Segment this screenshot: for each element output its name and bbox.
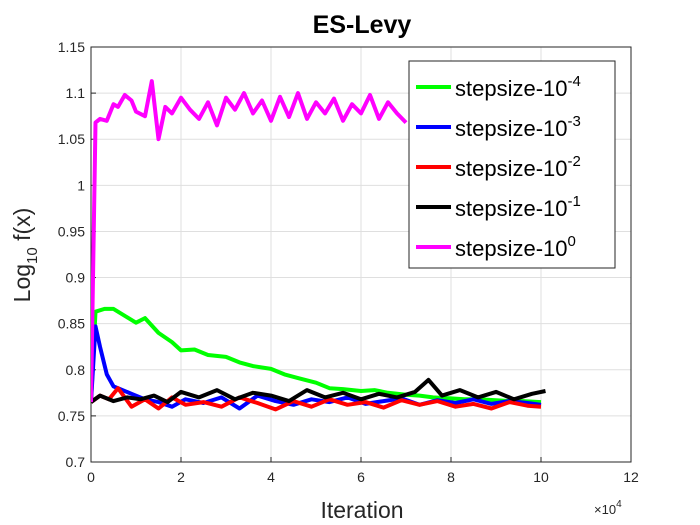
y-tick-label: 1 — [77, 177, 85, 193]
x-axis-label: Iteration — [320, 497, 403, 523]
series-line-2 — [91, 386, 542, 412]
legend: stepsize-10-4stepsize-10-3stepsize-10-2s… — [408, 60, 616, 269]
y-tick-label: 0.85 — [58, 316, 85, 332]
legend-entry-name: stepsize-10 — [455, 236, 568, 261]
y-tick-label: 0.7 — [66, 454, 86, 470]
y-tick-label: 0.75 — [58, 408, 85, 424]
series-line-0 — [91, 306, 542, 405]
x-tick-label: 8 — [447, 469, 455, 485]
y-tick-label: 1.1 — [66, 85, 86, 101]
x-tick-label: 4 — [267, 469, 275, 485]
y-axis-label: Log10 f(x) — [9, 208, 41, 303]
legend-box — [408, 60, 616, 269]
y-axis-label-sub: 10 — [24, 247, 41, 264]
x-scale-base: ×10 — [594, 502, 616, 517]
legend-entry-exp: 0 — [568, 233, 576, 250]
x-tick-label: 0 — [87, 469, 95, 485]
legend-entry-1: stepsize-10-3 — [455, 113, 581, 141]
x-tick-label: 6 — [357, 469, 365, 485]
x-scale-exp: 4 — [616, 499, 622, 510]
x-ticks: 0 2 4 6 8 10 12 — [87, 457, 639, 485]
x-tick-label: 12 — [623, 469, 639, 485]
series-line-4 — [91, 79, 408, 403]
y-tick-label: 0.95 — [58, 223, 85, 239]
legend-entry-name: stepsize-10 — [455, 196, 568, 221]
x-tick-label: 2 — [177, 469, 185, 485]
legend-entry-4: stepsize-100 — [455, 233, 576, 261]
legend-entry-exp: -4 — [568, 73, 581, 90]
x-scale-exponent: ×104 — [594, 499, 622, 517]
series-group — [91, 79, 546, 412]
y-tick-label: 0.8 — [66, 362, 86, 378]
legend-entry-2: stepsize-10-2 — [455, 153, 581, 181]
chart-title: ES-Levy — [313, 11, 412, 39]
legend-entry-name: stepsize-10 — [455, 116, 568, 141]
y-axis-label-main: Log — [9, 264, 35, 302]
y-tick-label: 1.15 — [58, 39, 85, 55]
legend-entry-name: stepsize-10 — [455, 156, 568, 181]
legend-entry-0: stepsize-10-4 — [455, 73, 581, 101]
x-tick-label: 10 — [533, 469, 549, 485]
series-line-1 — [91, 324, 542, 411]
y-axis-label-rest: f(x) — [9, 208, 35, 248]
legend-entry-3: stepsize-10-1 — [455, 193, 581, 221]
y-ticks: 0.7 0.75 0.8 0.85 0.9 0.95 1 1.05 1.1 1.15 — [58, 39, 96, 470]
y-tick-label: 0.9 — [66, 270, 86, 286]
legend-entry-exp: -2 — [568, 153, 581, 170]
y-tick-label: 1.05 — [58, 131, 85, 147]
legend-entry-exp: -3 — [568, 113, 581, 130]
series-line-3 — [91, 377, 546, 405]
legend-entry-exp: -1 — [568, 193, 581, 210]
legend-entry-name: stepsize-10 — [455, 76, 568, 101]
